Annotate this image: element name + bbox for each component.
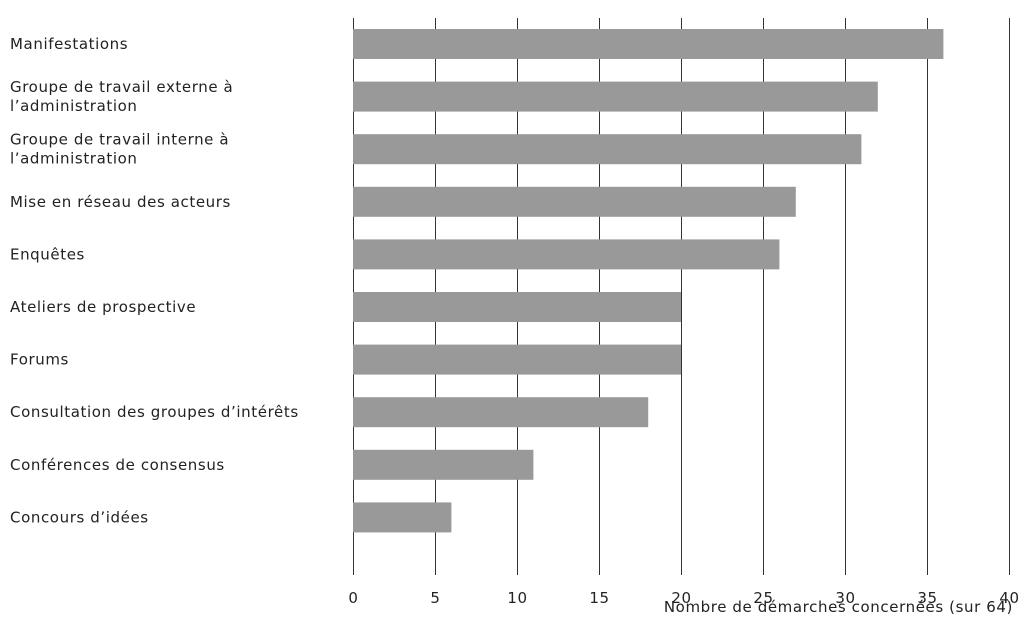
x-tick-label-0: 0	[348, 589, 358, 607]
bar-10	[353, 502, 452, 533]
x-tick-label-10: 10	[507, 589, 527, 607]
x-axis-title: Nombre de démarches concernées (sur 64)	[664, 598, 1013, 616]
category-label-7: Forums	[10, 351, 69, 369]
bar-1	[353, 29, 944, 59]
x-tick-label-5: 5	[430, 589, 440, 607]
category-label-1: Manifestations	[10, 35, 128, 53]
x-tick-label-40: 40	[999, 589, 1018, 607]
bar-7	[353, 344, 681, 375]
bar-8	[353, 397, 649, 428]
bars	[353, 29, 944, 533]
x-tick-label-35: 35	[917, 589, 937, 607]
bar-9	[353, 449, 534, 480]
x-tick-label-20: 20	[671, 589, 691, 607]
category-label-10: Concours d’idées	[10, 508, 149, 526]
x-tick-label-25: 25	[753, 589, 773, 607]
x-tick-labels: 0 5 10 15 20 25 30 35 40	[348, 589, 1018, 607]
category-label-2: Groupe de travail externe à l’administrat…	[10, 78, 233, 115]
bar-6	[353, 292, 681, 322]
bar-5	[353, 239, 780, 270]
x-tick-label-30: 30	[835, 589, 855, 607]
category-label-3: Groupe de travail interne à l’administrat…	[10, 131, 229, 168]
category-label-4: Mise en réseau des acteurs	[10, 193, 231, 211]
category-label-8: Consultation des groupes d’intérêts	[10, 403, 299, 421]
category-label-9: Conférences de consensus	[10, 456, 225, 474]
category-labels: Manifestations Groupe de travail externe …	[10, 35, 299, 526]
category-label-5: Enquêtes	[10, 245, 85, 263]
x-tick-label-15: 15	[589, 589, 609, 607]
category-label-6: Ateliers de prospective	[10, 298, 196, 316]
bar-4	[353, 186, 796, 217]
bar-2	[353, 81, 878, 112]
bar-3	[353, 134, 862, 165]
